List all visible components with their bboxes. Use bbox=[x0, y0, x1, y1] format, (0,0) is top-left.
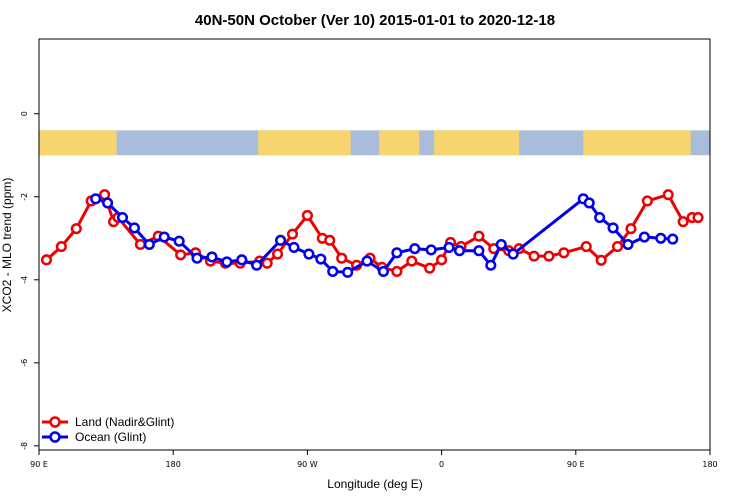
land-series-point bbox=[662, 189, 674, 201]
ocean-series-point bbox=[236, 254, 248, 266]
x-axis: 90 E 180 90 W 0 90 E 180 bbox=[30, 450, 718, 469]
land-series-point bbox=[301, 209, 313, 221]
y-axis-label: XCO2 - MLO trend (ppm) bbox=[0, 178, 14, 313]
y-axis: 0 -2 -4 -6 -8 bbox=[20, 111, 39, 450]
ocean-series-point bbox=[158, 231, 170, 243]
ocean-series-point bbox=[327, 265, 339, 278]
land-series-point bbox=[40, 254, 53, 266]
ocean-series-point bbox=[425, 244, 437, 256]
map-strip bbox=[39, 130, 710, 156]
land-series-point bbox=[175, 249, 187, 261]
land-series-point bbox=[436, 254, 448, 266]
legend-land-label: Land (Nadir&Glint) bbox=[75, 415, 174, 429]
ocean-series-point bbox=[361, 255, 373, 267]
land-series-point bbox=[473, 230, 485, 242]
land-series-point bbox=[580, 241, 592, 253]
ocean-series-point bbox=[607, 222, 619, 234]
map-strip-land bbox=[378, 130, 420, 156]
land-series-point bbox=[528, 250, 540, 262]
ocean-series-point bbox=[473, 245, 485, 257]
land-series-point bbox=[612, 241, 624, 253]
land-series-point bbox=[424, 262, 436, 274]
land-series-point bbox=[324, 234, 336, 246]
ocean-series-point bbox=[507, 248, 519, 260]
ocean-series-point bbox=[128, 222, 140, 234]
ocean-series-point bbox=[173, 235, 185, 247]
ocean-series-point bbox=[116, 211, 129, 224]
x-tick-label: 180 bbox=[166, 460, 181, 469]
ocean-series-point bbox=[622, 238, 634, 251]
ocean-series-point bbox=[206, 251, 218, 263]
ocean-series-point bbox=[485, 259, 497, 271]
ocean-series-point bbox=[667, 233, 679, 245]
ocean-series-point bbox=[377, 265, 389, 278]
ocean-series bbox=[90, 193, 679, 278]
ocean-series-point bbox=[453, 245, 466, 257]
ocean-series-point bbox=[342, 266, 354, 278]
ocean-series-point bbox=[594, 211, 606, 224]
land-series-point bbox=[286, 228, 299, 240]
x-tick-label: 90 W bbox=[297, 460, 318, 469]
land-series-point bbox=[677, 216, 689, 228]
x-axis-label: Longitude (deg E) bbox=[327, 477, 422, 491]
ocean-series-point bbox=[315, 253, 327, 265]
x-tick-label: 90 E bbox=[30, 460, 48, 469]
legend-ocean-label: Ocean (Glint) bbox=[75, 430, 146, 444]
x-tick-label: 0 bbox=[439, 460, 444, 469]
series-layer bbox=[40, 189, 704, 278]
land-series-point bbox=[595, 254, 607, 266]
land-series-point bbox=[134, 238, 146, 251]
x-tick-label: 180 bbox=[702, 460, 717, 469]
y-tick-label: -6 bbox=[20, 359, 29, 367]
ocean-series-point bbox=[391, 247, 403, 259]
ocean-series-point bbox=[583, 197, 595, 209]
ocean-series-point bbox=[143, 238, 155, 251]
land-series-point bbox=[70, 223, 82, 235]
ocean-series-point bbox=[221, 256, 233, 268]
land-series-point bbox=[272, 248, 284, 260]
legend-land-marker bbox=[49, 416, 61, 428]
y-tick-label: -8 bbox=[20, 442, 29, 450]
land-series-point bbox=[55, 241, 67, 253]
chart-title: 40N-50N October (Ver 10) 2015-01-01 to 2… bbox=[195, 12, 555, 29]
y-tick-label: 0 bbox=[20, 111, 29, 116]
ocean-series-point bbox=[288, 241, 300, 253]
ocean-series-point bbox=[102, 197, 114, 209]
ocean-series-line bbox=[95, 197, 673, 274]
ocean-series-point bbox=[90, 193, 102, 205]
map-strip-land bbox=[39, 130, 117, 156]
y-tick-label: -4 bbox=[20, 276, 29, 284]
legend-ocean-marker bbox=[49, 431, 61, 443]
x-tick-label: 90 E bbox=[567, 460, 585, 469]
ocean-series-point bbox=[251, 259, 263, 271]
land-series-point bbox=[641, 195, 653, 207]
land-series-point bbox=[261, 257, 273, 269]
ocean-series-point bbox=[275, 234, 287, 246]
land-series-point bbox=[625, 223, 637, 235]
land-series-point bbox=[692, 211, 704, 224]
map-strip-land bbox=[434, 130, 520, 156]
ocean-series-point bbox=[191, 252, 203, 264]
land-series-point bbox=[336, 252, 348, 264]
land-series-point bbox=[406, 255, 418, 267]
ocean-series-point bbox=[303, 248, 315, 260]
ocean-series-point bbox=[638, 231, 650, 243]
map-strip-land bbox=[258, 130, 351, 156]
plot-frame bbox=[38, 38, 711, 451]
y-tick-label: -2 bbox=[20, 193, 29, 201]
legend: Land (Nadir&Glint) Ocean (Glint) bbox=[42, 415, 174, 444]
land-series-point bbox=[391, 265, 403, 278]
ocean-series-point bbox=[443, 241, 455, 253]
land-series-point bbox=[543, 250, 555, 262]
ocean-series-point bbox=[655, 232, 667, 244]
ocean-series-point bbox=[495, 238, 507, 251]
map-strip-land bbox=[583, 130, 691, 156]
land-series-point bbox=[558, 247, 570, 259]
ocean-series-point bbox=[409, 243, 421, 255]
